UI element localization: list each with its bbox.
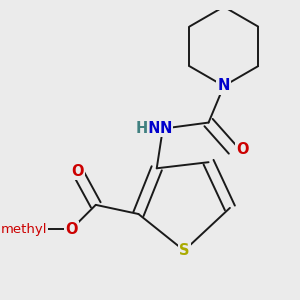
Text: N: N [218,79,230,94]
Text: O: O [71,164,84,179]
Text: S: S [179,243,189,258]
Text: O: O [236,142,248,158]
Text: methyl: methyl [1,223,47,236]
Text: HN: HN [137,121,161,136]
Text: N: N [160,121,172,136]
Text: O: O [65,222,78,237]
Text: H: H [135,121,148,136]
